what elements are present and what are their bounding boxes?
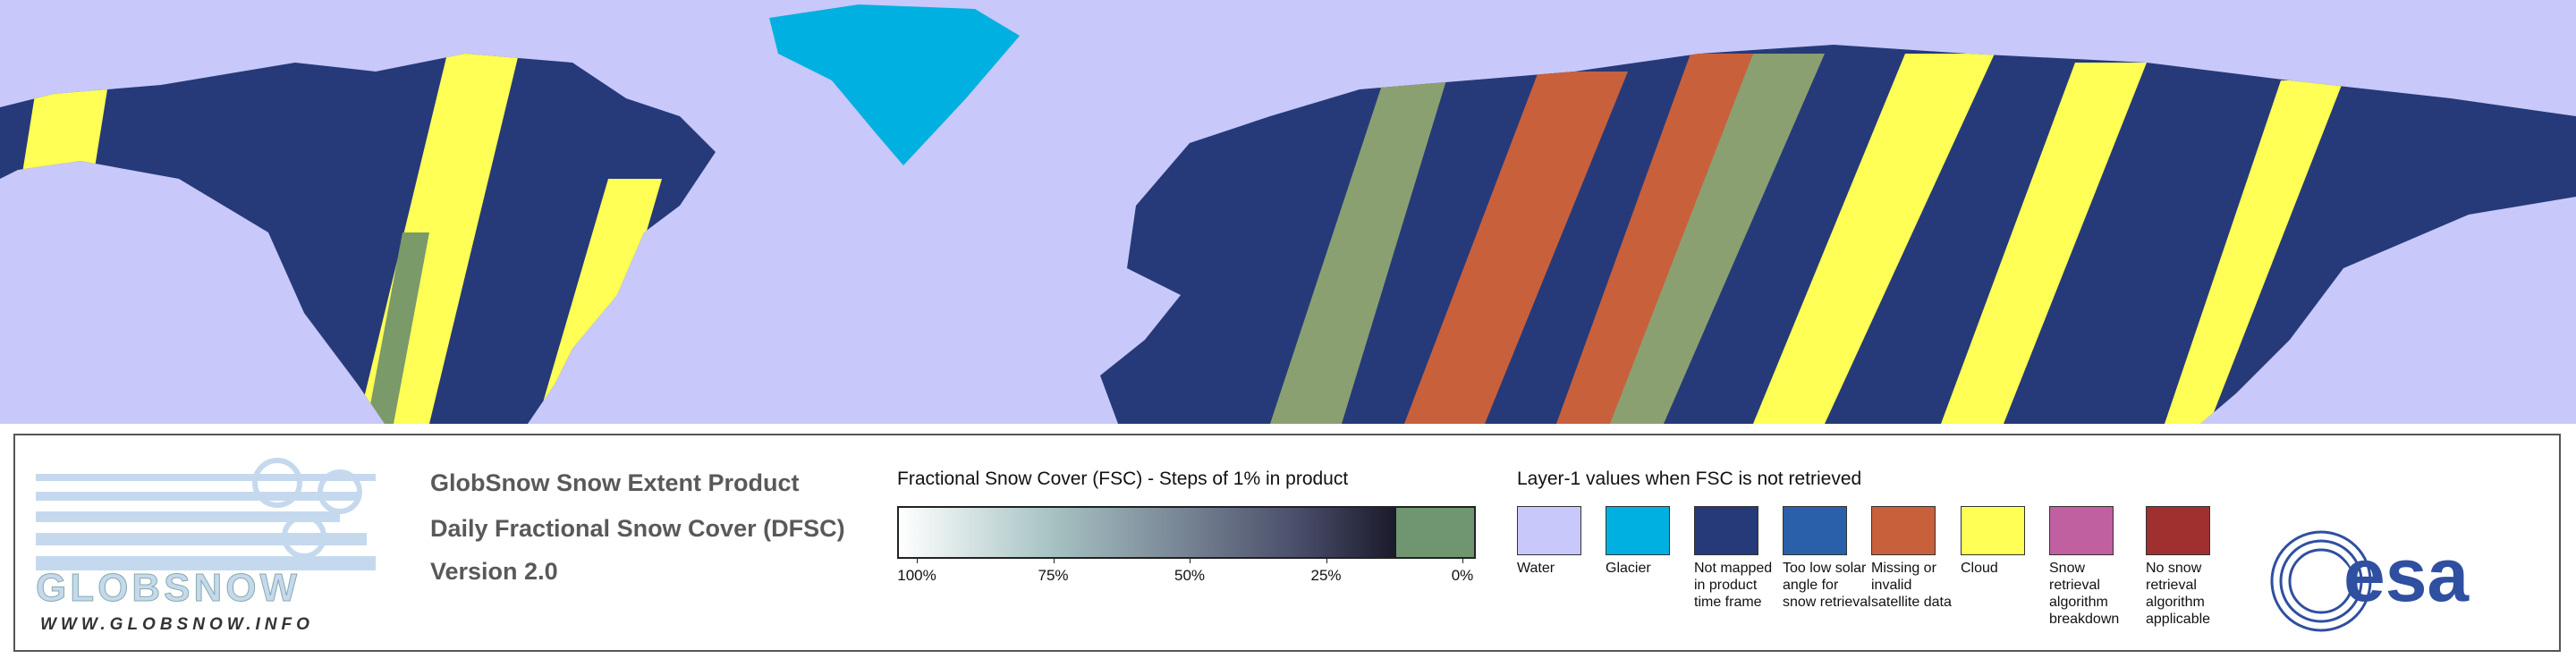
fsc-tick-label: 75%	[1038, 567, 1069, 584]
fsc-tick-label: 100%	[897, 567, 936, 584]
fsc-no-snow	[1396, 508, 1474, 557]
legend-label: Missing or invalid satellite data	[1871, 561, 1952, 610]
legend-swatch	[1694, 506, 1758, 555]
logo-url: WWW.GLOBSNOW.INFO	[40, 615, 314, 634]
esa-logo: esa	[2270, 530, 2470, 632]
legend-swatch	[2049, 506, 2114, 555]
layer1-title: Layer-1 values when FSC is not retrieved	[1517, 469, 1862, 489]
legend-swatch	[1871, 506, 1936, 555]
fsc-colorbar	[897, 506, 1476, 559]
product-title: GlobSnow Snow Extent Product	[430, 469, 800, 496]
legend-label: Too low solar angle for snow retrieval	[1783, 561, 1871, 610]
greenland	[769, 4, 1020, 165]
fsc-tick-mark	[1053, 558, 1055, 563]
fsc-title: Fractional Snow Cover (FSC) - Steps of 1…	[897, 469, 1349, 489]
legend-label: Water	[1517, 561, 1555, 576]
fsc-tick-mark	[1190, 558, 1191, 563]
fsc-tick-mark	[1462, 558, 1463, 563]
legend-swatch	[1606, 506, 1670, 555]
fsc-tick-label: 50%	[1174, 567, 1206, 584]
logo-name: GLOBSNOW	[36, 566, 301, 610]
legend-box	[13, 434, 2561, 652]
legend-label: Not mapped in product time frame	[1694, 561, 1773, 610]
fsc-tick-mark	[917, 558, 918, 563]
legend-label: Glacier	[1606, 561, 1651, 576]
fsc-tick-label: 0%	[1451, 567, 1474, 584]
legend-swatch	[1783, 506, 1847, 555]
fsc-tick-label: 25%	[1310, 567, 1342, 584]
snow-map	[0, 0, 2576, 424]
fsc-tick-mark	[1326, 558, 1327, 563]
esa-text: esa	[2343, 533, 2470, 617]
legend-swatch	[2146, 506, 2210, 555]
product-subtitle: Daily Fractional Snow Cover (DFSC)	[430, 515, 845, 542]
globsnow-logo: GLOBSNOW WWW.GLOBSNOW.INFO	[36, 458, 376, 634]
product-version: Version 2.0	[430, 558, 558, 585]
legend-label: Cloud	[1961, 561, 1998, 576]
fsc-gradient	[899, 508, 1396, 557]
legend-swatch	[1961, 506, 2025, 555]
legend-swatch	[1517, 506, 1581, 555]
legend-label: No snow retrieval algorithm applicable	[2146, 561, 2211, 627]
legend-label: Snow retrieval algorithm breakdown	[2049, 561, 2120, 627]
